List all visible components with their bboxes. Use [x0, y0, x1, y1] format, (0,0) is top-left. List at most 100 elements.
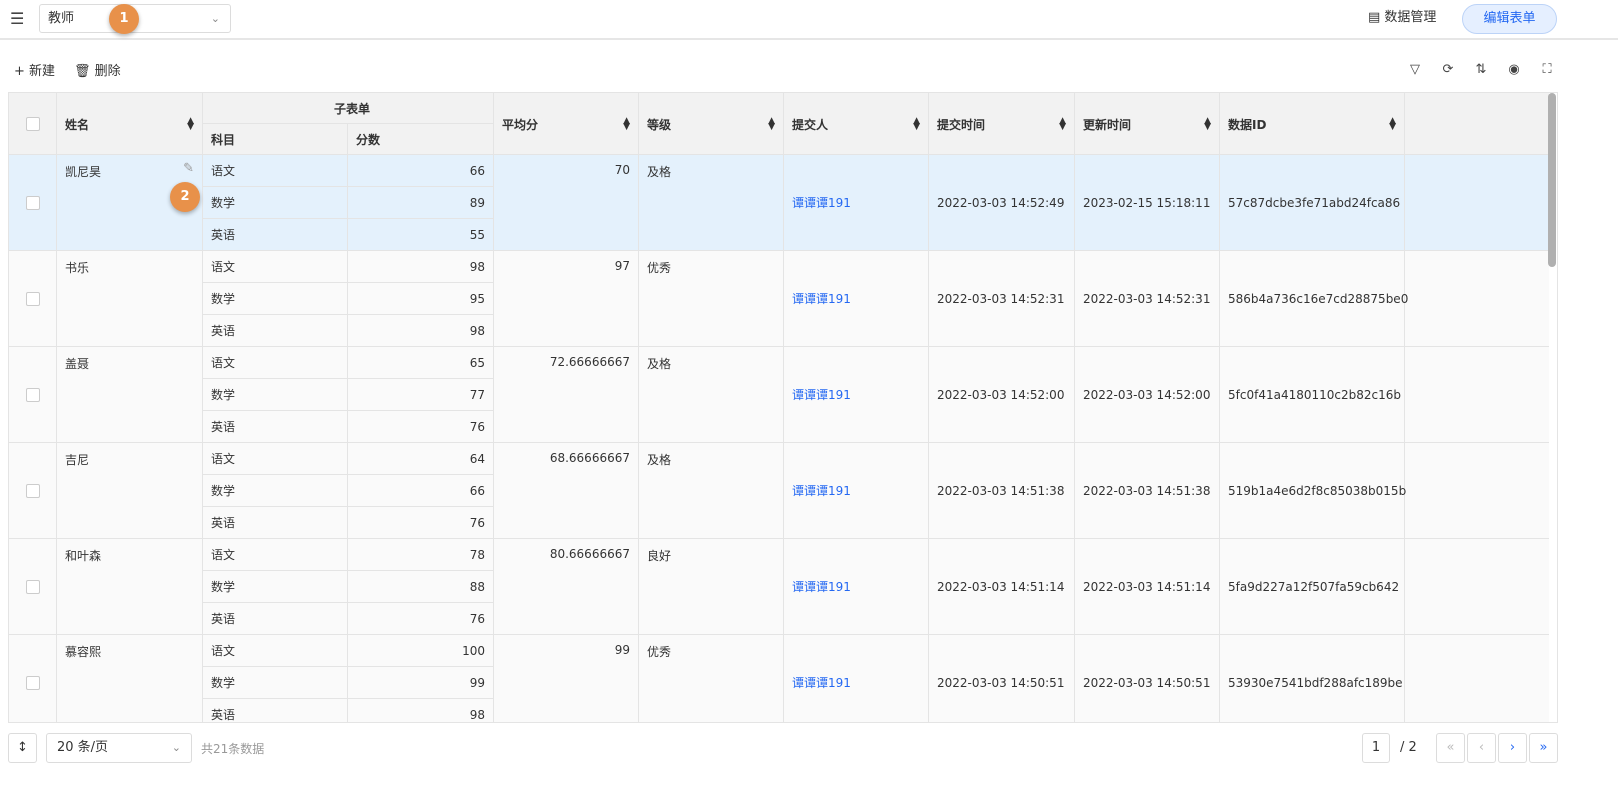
prev-page-icon[interactable]: ‹: [1467, 733, 1496, 763]
submit-time-cell: 2022-03-03 14:51:14: [929, 539, 1075, 635]
update-time-cell: 2022-03-03 14:51:14: [1075, 539, 1220, 635]
checkbox-cell: [9, 539, 57, 635]
chevron-down-icon: ⌄: [210, 12, 220, 25]
score-cell: 64: [348, 443, 494, 475]
new-button[interactable]: + 新建: [14, 63, 55, 81]
delete-label: 删除: [94, 64, 121, 79]
average-cell: 72.66666667: [494, 347, 639, 443]
table-row[interactable]: 书乐 语文 98 数学 95 英语 98 97 优秀 谭谭谭191 2022-03-03 14:52…: [9, 251, 1549, 347]
checkbox-cell: [9, 251, 57, 347]
grade-cell: 及格: [639, 443, 784, 539]
score-cell: 78: [348, 539, 494, 571]
column-header-grade[interactable]: 等级 ▲ ▼: [639, 93, 784, 155]
subject-cell: 数学: [203, 571, 348, 603]
subject-cell: 语文: [203, 347, 348, 379]
row-checkbox[interactable]: [25, 580, 40, 594]
table-row[interactable]: 慕容熙 语文 100 数学 99 英语 98 99 优秀 谭谭谭191 2022-03-03 14:…: [9, 635, 1549, 722]
submitter-link[interactable]: 谭谭谭191: [784, 539, 929, 635]
subject-cell: 数学: [203, 379, 348, 411]
column-header-update-time[interactable]: 更新时间 ▲ ▼: [1075, 93, 1220, 155]
row-checkbox[interactable]: [25, 676, 40, 690]
column-header-average[interactable]: 平均分 ▲ ▼: [494, 93, 639, 155]
data-id-cell: 519b1a4e6d2f8c85038b015b: [1220, 443, 1406, 539]
select-all-checkbox[interactable]: [25, 117, 40, 131]
column-header-submitter[interactable]: 提交人 ▲ ▼: [784, 93, 929, 155]
eye-icon[interactable]: ◉: [1508, 62, 1520, 77]
data-id-cell: 53930e7541bdf288afc189be: [1220, 635, 1405, 722]
row-checkbox[interactable]: [25, 484, 40, 498]
header-label: 数据ID: [1228, 117, 1267, 132]
checkbox-cell: [9, 635, 57, 722]
edit-icon[interactable]: ✎: [183, 161, 194, 176]
column-header-name[interactable]: 姓名 ▲ ▼: [57, 93, 203, 155]
score-cell: 98: [348, 699, 494, 722]
name-cell: 慕容熙: [57, 635, 203, 722]
row-checkbox[interactable]: [25, 292, 40, 306]
row-checkbox[interactable]: [25, 388, 40, 402]
submitter-link[interactable]: 谭谭谭191: [784, 251, 929, 347]
subject-cell: 英语: [203, 507, 348, 539]
vertical-scrollbar[interactable]: [1548, 93, 1556, 267]
subject-cell: 数学: [203, 475, 348, 507]
score-cell: 76: [348, 603, 494, 635]
filter-icon[interactable]: ▽: [1410, 62, 1420, 77]
next-page-icon[interactable]: ›: [1498, 733, 1527, 763]
name-cell: 凯尼昊 ✎: [57, 155, 203, 251]
column-header-data-id[interactable]: 数据ID ▲ ▼: [1220, 93, 1405, 155]
subject-cell: 英语: [203, 603, 348, 635]
name-cell: 吉尼: [57, 443, 203, 539]
sort-icon[interactable]: ▲ ▼: [623, 116, 630, 132]
sort-icon[interactable]: ▲ ▼: [768, 116, 775, 132]
edit-form-button[interactable]: 编辑表单: [1462, 4, 1557, 34]
submitter-link[interactable]: 谭谭谭191: [784, 155, 929, 251]
score-cell: 66: [348, 475, 494, 507]
column-header-subject: 科目: [203, 124, 348, 155]
column-header-submit-time[interactable]: 提交时间 ▲ ▼: [929, 93, 1075, 155]
data-id-cell: 586b4a736c16e7cd28875be0: [1220, 251, 1408, 347]
first-page-icon[interactable]: «: [1436, 733, 1465, 763]
name-value: 凯尼昊: [65, 165, 102, 179]
average-cell: 80.66666667: [494, 539, 639, 635]
submit-time-cell: 2022-03-03 14:52:00: [929, 347, 1075, 443]
total-count: 共21条数据: [201, 742, 265, 756]
submitter-link[interactable]: 谭谭谭191: [784, 443, 929, 539]
checkbox-cell: [9, 155, 57, 251]
sort-icon[interactable]: ▲ ▼: [1059, 116, 1066, 132]
score-cell: 89: [348, 187, 494, 219]
table-header: 姓名 ▲ ▼ 子表单 科目 分数 平均分 ▲ ▼ 等级 ▲ ▼ 提交人 ▲ ▼ 提交时间 ▲ ▼ 更…: [9, 93, 1549, 155]
submit-time-cell: 2022-03-03 14:52:49: [929, 155, 1075, 251]
sort-icon[interactable]: ▲ ▼: [1204, 116, 1211, 132]
row-height-icon[interactable]: ↕: [8, 733, 37, 763]
submitter-link[interactable]: 谭谭谭191: [784, 635, 929, 722]
score-cell: 95: [348, 283, 494, 315]
delete-button[interactable]: 🗑 删除: [74, 63, 121, 81]
refresh-icon[interactable]: ⟳: [1442, 62, 1454, 77]
table-row[interactable]: 凯尼昊 ✎ 语文 66 数学 89 英语 55 70 及格 谭谭谭191 2022-03-03 14:…: [9, 155, 1549, 251]
table-row[interactable]: 吉尼 语文 64 数学 66 英语 76 68.66666667 及格 谭谭谭191 2022-03…: [9, 443, 1549, 539]
header-label: 等级: [647, 117, 672, 132]
fullscreen-icon[interactable]: ⛶: [1542, 62, 1552, 77]
subject-cell: 语文: [203, 443, 348, 475]
table-row[interactable]: 和叶森 语文 78 数学 88 英语 76 80.66666667 良好 谭谭谭191 2022-0…: [9, 539, 1549, 635]
score-cell: 76: [348, 507, 494, 539]
table-row[interactable]: 盖聂 语文 65 数学 77 英语 76 72.66666667 及格 谭谭谭191 2022-03…: [9, 347, 1549, 443]
score-cell: 66: [348, 155, 494, 187]
collapse-menu-icon[interactable]: ☰: [10, 9, 25, 28]
sort-icon[interactable]: ▲ ▼: [913, 116, 920, 132]
subject-cell: 语文: [203, 539, 348, 571]
subject-cell: 数学: [203, 667, 348, 699]
sort-icon[interactable]: ▲ ▼: [187, 116, 194, 132]
row-checkbox[interactable]: [25, 196, 40, 210]
data-management-button[interactable]: ▤ 数据管理: [1368, 9, 1436, 27]
sort-icon[interactable]: ▲ ▼: [1389, 116, 1396, 132]
page-size-select[interactable]: 20 条/页 ⌄: [46, 733, 192, 763]
submitter-link[interactable]: 谭谭谭191: [784, 347, 929, 443]
sort-icon[interactable]: ⇅: [1475, 62, 1487, 77]
form-select[interactable]: 教师 ⌄: [39, 4, 231, 33]
header-label: 科目: [211, 133, 236, 147]
page-input[interactable]: 1: [1362, 733, 1390, 763]
name-cell: 盖聂: [57, 347, 203, 443]
step-badge-1: 1: [109, 4, 139, 34]
submit-time-cell: 2022-03-03 14:52:31: [929, 251, 1075, 347]
last-page-icon[interactable]: »: [1529, 733, 1558, 763]
